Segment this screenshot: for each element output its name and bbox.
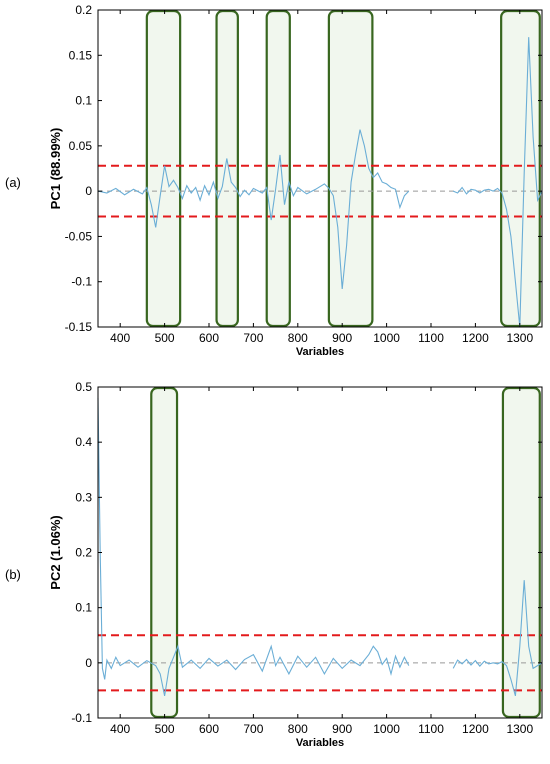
y-tick-label: 0.5 — [75, 380, 92, 394]
y-tick-label: -0.1 — [71, 711, 92, 725]
series-line — [97, 129, 410, 290]
x-tick-label: 700 — [243, 331, 263, 345]
x-tick-label: 1100 — [418, 331, 444, 345]
series-line — [452, 37, 543, 328]
highlight-region — [500, 9, 541, 328]
panel-label: (a) — [5, 175, 21, 190]
panel-label: (b) — [5, 567, 21, 582]
y-axis-label: PC2 (1.06%) — [48, 515, 63, 589]
y-tick-label: 0.2 — [75, 546, 92, 560]
x-tick-label: 700 — [243, 722, 263, 736]
plot-frame — [97, 9, 543, 328]
x-tick-label: 900 — [332, 722, 352, 736]
y-tick-label: 0.05 — [69, 139, 93, 153]
x-tick-label: 1300 — [506, 331, 533, 345]
x-tick-label: 1000 — [373, 722, 400, 736]
y-axis-label: PC1 (88.99%) — [48, 128, 63, 210]
y-tick-label: 0.1 — [75, 94, 92, 108]
highlight-region — [145, 9, 182, 328]
y-tick-label: 0.3 — [75, 490, 92, 504]
x-tick-label: 400 — [110, 722, 130, 736]
x-tick-label: 1200 — [462, 722, 489, 736]
series-line — [97, 397, 410, 697]
x-axis-label: Variables — [296, 346, 344, 358]
y-tick-label: 0 — [85, 184, 92, 198]
series-line — [452, 580, 543, 697]
x-tick-label: 500 — [155, 722, 175, 736]
x-tick-label: 800 — [288, 722, 308, 736]
x-tick-label: 1300 — [506, 722, 533, 736]
chart-panel-b: 400 500 600 700 800 900 1000 1100 1200 1300 -0.1 0 0… — [5, 380, 543, 749]
x-tick-label: 500 — [155, 331, 175, 345]
y-tick-label: 0.15 — [69, 48, 93, 62]
x-tick-label: 600 — [199, 722, 219, 736]
x-tick-label: 900 — [332, 331, 352, 345]
y-tick-label: 0.4 — [75, 435, 92, 449]
x-tick-label: 800 — [288, 331, 308, 345]
y-tick-label: 0.2 — [75, 3, 92, 17]
highlight-region — [327, 9, 374, 328]
x-tick-label: 1000 — [373, 331, 400, 345]
x-tick-label: 600 — [199, 331, 219, 345]
highlight-region — [150, 386, 179, 719]
x-tick-label: 1100 — [418, 722, 444, 736]
y-tick-label: -0.15 — [65, 320, 93, 334]
highlight-region — [215, 9, 239, 328]
y-tick-label: -0.05 — [65, 229, 93, 243]
x-axis-label: Variables — [296, 737, 344, 749]
y-tick-label: 0 — [85, 656, 92, 670]
chart-panel-a: 400 500 600 700 800 900 1000 1100 1200 1300 -0.15 -… — [5, 3, 543, 358]
y-tick-label: -0.1 — [71, 275, 92, 289]
x-tick-label: 1200 — [462, 331, 489, 345]
y-tick-label: 0.1 — [75, 601, 92, 615]
x-tick-label: 400 — [110, 331, 130, 345]
